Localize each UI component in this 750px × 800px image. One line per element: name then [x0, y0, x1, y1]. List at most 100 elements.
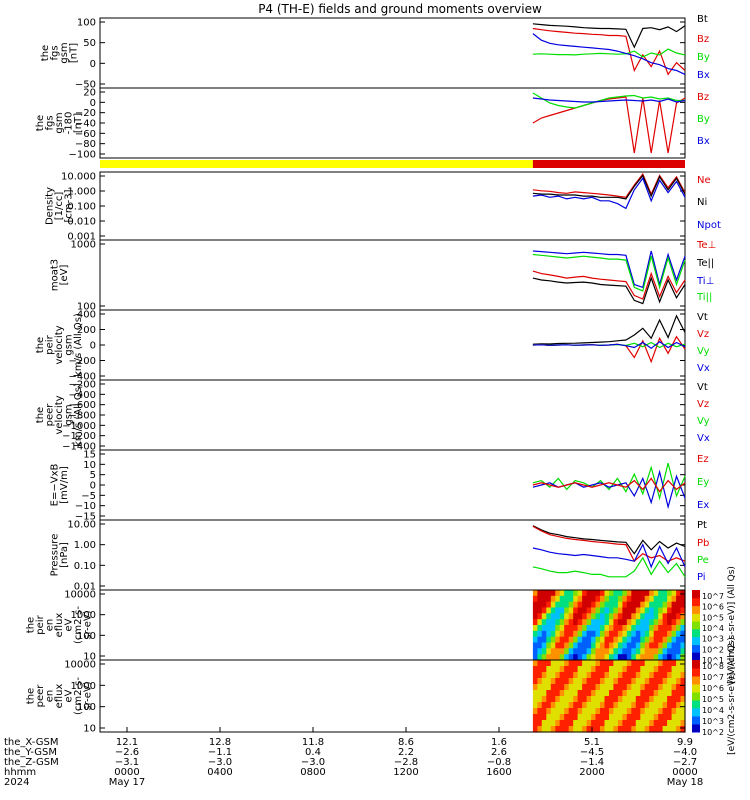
- spectrogram-cell: [676, 619, 682, 626]
- y-axis-label: sr-eV): [83, 610, 94, 639]
- spectrogram-cell: [600, 613, 606, 620]
- spectrogram-cell: [617, 636, 623, 644]
- spectrogram-cell: [541, 672, 547, 679]
- spectrogram-cell: [626, 648, 632, 655]
- spectrogram-cell: [622, 613, 628, 620]
- spectrogram-cell: [680, 636, 686, 644]
- spectrogram-cell: [577, 714, 583, 721]
- spectrogram-cell: [532, 642, 538, 649]
- spectrogram-cell: [649, 590, 655, 597]
- spectrogram-cell: [577, 690, 583, 697]
- spectrogram-cell: [595, 690, 601, 697]
- spectrogram-cell: [644, 666, 650, 673]
- series-vt: [532, 314, 686, 345]
- spectrogram-cell: [653, 607, 659, 614]
- y-axis-label: (cm2-s-: [73, 606, 84, 644]
- spectrogram-cell: [582, 636, 588, 644]
- spectrogram-cell: [573, 678, 579, 685]
- y-axis-label: [mV/m]: [59, 466, 70, 504]
- spectrogram-cell: [559, 654, 565, 661]
- spectrogram-cell: [546, 619, 552, 626]
- spectrogram-cell: [622, 708, 628, 715]
- spectrogram-cell: [626, 684, 632, 691]
- spectrogram-cell: [631, 648, 637, 655]
- spectrogram-cell: [537, 590, 543, 597]
- spectrogram-cell: [568, 708, 574, 715]
- spectrogram-cell: [591, 720, 597, 727]
- y-tick-label: −60: [75, 129, 96, 140]
- spectrogram-cell: [667, 726, 673, 733]
- spectrogram-cell: [653, 654, 659, 661]
- spectrogram-cell: [680, 642, 686, 649]
- spectrogram-cell: [653, 666, 659, 673]
- spectrogram-cell: [626, 590, 632, 597]
- spectrogram-cell: [604, 613, 610, 620]
- spectrogram-cell: [595, 678, 601, 685]
- spectrogram-cell: [595, 726, 601, 733]
- series-vx: [532, 340, 686, 350]
- spectrogram-cell: [676, 636, 682, 644]
- spectrogram-cell: [662, 672, 668, 679]
- y-tick-label: 0: [90, 98, 96, 109]
- spectrogram-cell: [640, 607, 646, 614]
- spectrogram-cell: [613, 696, 619, 703]
- spectrogram-cell: [550, 619, 556, 626]
- spectrogram-cell: [564, 672, 570, 679]
- spectrogram-cell: [550, 648, 556, 655]
- series-bt: [532, 23, 686, 49]
- colorbar-label: [eV/(cm2-s-sr-eV)] (All Qs): [727, 566, 737, 684]
- x-row-label: 2024: [4, 777, 29, 788]
- spectrogram-cell: [680, 625, 686, 632]
- spectrogram-cell: [604, 595, 610, 603]
- spectrogram-cell: [537, 642, 543, 649]
- spectrogram-cell: [582, 678, 588, 685]
- spectrogram-cell: [635, 607, 641, 614]
- spectrogram-cell: [595, 590, 601, 597]
- spectrogram-cell: [541, 720, 547, 727]
- spectrogram-cell: [658, 690, 664, 697]
- spectrogram-cell: [559, 630, 565, 638]
- spectrogram-cell: [680, 619, 686, 626]
- spectrogram-cell: [600, 708, 606, 715]
- spectrogram-cell: [649, 684, 655, 691]
- spectrogram-cell: [564, 601, 570, 609]
- spectrogram-cell: [595, 696, 601, 703]
- spectrogram-cell: [613, 702, 619, 709]
- spectrogram-cell: [644, 714, 650, 721]
- spectrogram-cell: [644, 684, 650, 691]
- spectrogram-cell: [671, 696, 677, 703]
- spectrogram-cell: [631, 613, 637, 620]
- colorbar: 10^7 10^610^5 10^4 10^310^2 10^1 [eV/(cm2-s-s…: [692, 566, 737, 684]
- colorbar-tick: 10^1: [702, 656, 724, 665]
- spectrogram-cell: [573, 607, 579, 614]
- spectrogram-cell: [555, 672, 561, 679]
- spectrogram-cell: [617, 708, 623, 715]
- spectrogram-cell: [658, 607, 664, 614]
- spectrogram-cell: [680, 714, 686, 721]
- spectrogram-cell: [559, 720, 565, 727]
- spectrogram-cell: [568, 648, 574, 655]
- spectrogram-cell: [644, 696, 650, 703]
- spectrogram-cell: [640, 654, 646, 661]
- spectrogram-cell: [546, 595, 552, 603]
- spectrogram-cell: [573, 625, 579, 632]
- spectrogram-cell: [617, 642, 623, 649]
- spectrogram-cell: [564, 696, 570, 703]
- spectrogram-cell: [680, 726, 686, 733]
- spectrogram-cell: [640, 613, 646, 620]
- series-ti: [532, 250, 686, 289]
- spectrogram-cell: [586, 619, 592, 626]
- spectrogram-cell: [550, 654, 556, 661]
- spectrogram-cell: [662, 636, 668, 644]
- spectrogram-cell: [600, 702, 606, 709]
- y-tick-label: 0.10: [74, 561, 96, 572]
- spectrogram-cell: [640, 619, 646, 626]
- spectrogram-cell: [653, 714, 659, 721]
- spectrogram-cell: [658, 684, 664, 691]
- spectrogram-cell: [604, 696, 610, 703]
- spectrogram-cell: [600, 720, 606, 727]
- y-axis-label: [1/cc]: [54, 192, 65, 221]
- spectrogram-cell: [564, 660, 570, 667]
- spectrogram-cell: [617, 702, 623, 709]
- spectrogram-cell: [640, 690, 646, 697]
